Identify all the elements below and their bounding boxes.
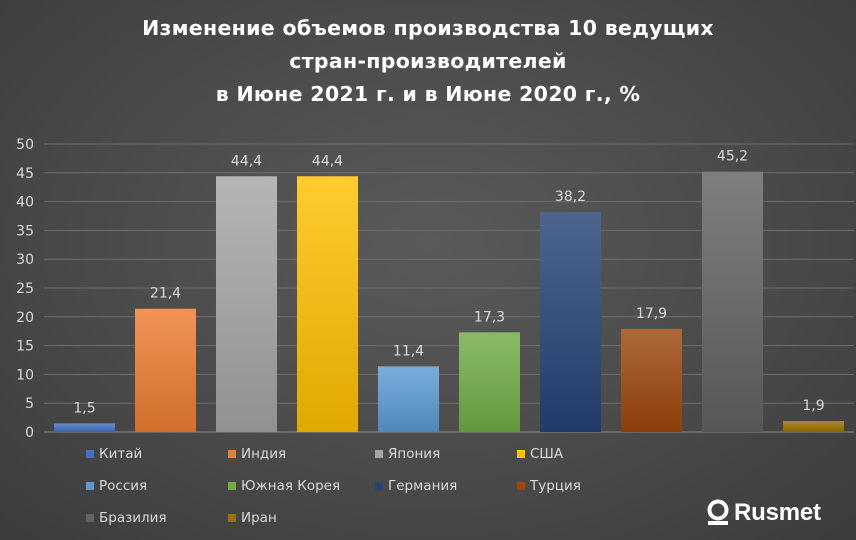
data-label: 11,4	[393, 343, 424, 359]
legend-swatch	[86, 450, 94, 458]
chart-title: Изменение объемов производства 10 ведущи…	[0, 12, 856, 111]
data-label: 17,9	[636, 306, 667, 322]
chart-title-line-3: в Июне 2021 г. и в Июне 2020 г., %	[215, 82, 641, 106]
legend-item: Турция	[517, 478, 646, 494]
data-label: 44,4	[312, 153, 343, 169]
y-tick-label: 40	[16, 195, 34, 211]
rusmet-logo-text: Rusmet	[734, 499, 821, 526]
legend-item: Германия	[375, 478, 517, 494]
bar-4	[297, 176, 358, 432]
bar-9	[702, 171, 763, 432]
legend-label: Южная Корея	[241, 478, 341, 494]
legend-swatch	[228, 450, 236, 458]
legend-label: Япония	[388, 446, 441, 462]
bar-2	[135, 308, 196, 432]
y-tick-label: 45	[16, 166, 34, 182]
bar-7	[540, 211, 601, 432]
legend-label: Россия	[99, 478, 148, 494]
data-label: 45,2	[717, 149, 748, 165]
legend-item: Япония	[375, 446, 517, 462]
y-tick-label: 30	[16, 252, 34, 268]
legend-item: Бразилия	[86, 510, 228, 526]
data-label: 1,9	[802, 398, 824, 414]
legend: Китай Индия Япония США Россия Южная Корея Герм…	[86, 446, 646, 526]
chart-title-line-2: стран-производителей	[289, 49, 567, 73]
legend-label: Иран	[241, 510, 277, 526]
legend-swatch	[86, 482, 94, 490]
data-label: 44,4	[231, 153, 262, 169]
y-tick-label: 50	[16, 137, 34, 153]
data-label: 21,4	[150, 286, 181, 302]
bar-5	[378, 366, 439, 432]
legend-swatch	[375, 450, 383, 458]
bar-3	[216, 176, 277, 432]
data-label: 17,3	[474, 309, 505, 325]
bar-8	[621, 328, 682, 432]
data-label: 1,5	[73, 400, 95, 416]
legend-label: Германия	[388, 478, 458, 494]
legend-swatch	[86, 514, 94, 522]
y-tick-label: 10	[16, 367, 34, 383]
y-axis-ticks: 0 5 10 15 20 25 30 35 40 45 50	[16, 137, 34, 441]
bar-1	[54, 423, 115, 432]
legend-swatch	[228, 482, 236, 490]
y-tick-label: 0	[25, 425, 34, 441]
bars	[54, 171, 844, 432]
y-tick-label: 5	[25, 396, 34, 412]
legend-swatch	[375, 482, 383, 490]
legend-swatch	[517, 482, 525, 490]
legend-item: Китай	[86, 446, 228, 462]
legend-item: Индия	[228, 446, 375, 462]
legend-swatch	[517, 450, 525, 458]
legend-item: Южная Корея	[228, 478, 375, 494]
bar-10	[783, 421, 844, 432]
legend-swatch	[228, 514, 236, 522]
legend-item: Россия	[86, 478, 228, 494]
legend-label: Китай	[99, 446, 143, 462]
legend-item: США	[517, 446, 646, 462]
data-labels: 1,5 21,4 44,4 44,4 11,4 17,3 38,2 17,9 45,2 1,9	[73, 149, 824, 417]
legend-label: Турция	[530, 478, 581, 494]
y-tick-label: 15	[16, 339, 34, 355]
legend-label: США	[530, 446, 564, 462]
data-label: 38,2	[555, 189, 586, 205]
legend-label: Бразилия	[99, 510, 167, 526]
rusmet-logo-icon	[707, 499, 729, 525]
y-tick-label: 25	[16, 281, 34, 297]
chart-title-line-1: Изменение объемов производства 10 ведущи…	[142, 16, 714, 40]
legend-item: Иран	[228, 510, 375, 526]
y-tick-label: 20	[16, 310, 34, 326]
rusmet-logo: Rusmet	[705, 498, 821, 528]
legend-label: Индия	[241, 446, 287, 462]
y-tick-label: 35	[16, 223, 34, 239]
bar-6	[459, 332, 520, 432]
